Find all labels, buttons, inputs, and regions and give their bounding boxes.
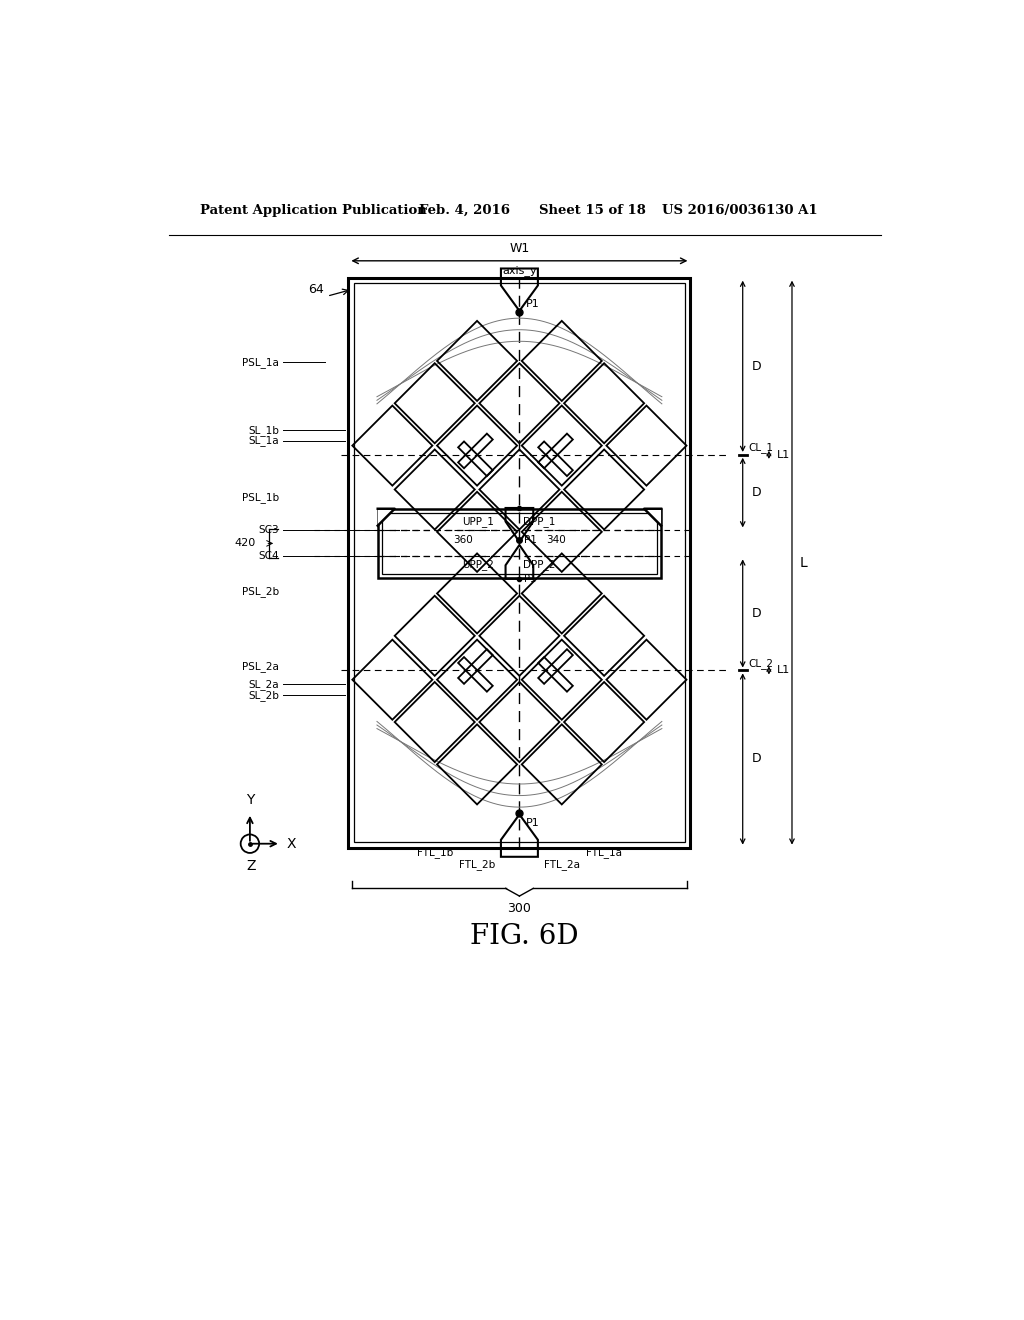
Text: PSL_2b: PSL_2b bbox=[242, 586, 280, 598]
Text: D: D bbox=[752, 752, 762, 766]
Text: Feb. 4, 2016: Feb. 4, 2016 bbox=[419, 205, 510, 218]
Text: PSL_1a: PSL_1a bbox=[243, 356, 280, 368]
Text: US 2016/0036130 A1: US 2016/0036130 A1 bbox=[662, 205, 817, 218]
Text: CL_1: CL_1 bbox=[749, 442, 774, 453]
Text: FTL_1a: FTL_1a bbox=[586, 847, 623, 858]
Text: DPP_2: DPP_2 bbox=[523, 560, 556, 570]
Text: SC3: SC3 bbox=[258, 525, 280, 536]
Text: D: D bbox=[752, 360, 762, 372]
Polygon shape bbox=[644, 508, 662, 525]
Text: P1: P1 bbox=[524, 574, 537, 583]
Text: Sheet 15 of 18: Sheet 15 of 18 bbox=[539, 205, 645, 218]
Text: FTL_1b: FTL_1b bbox=[417, 847, 453, 858]
Text: FTL_2a: FTL_2a bbox=[544, 859, 580, 870]
Text: W1: W1 bbox=[509, 242, 529, 255]
Text: PSL_1b: PSL_1b bbox=[242, 492, 280, 503]
Text: Z: Z bbox=[247, 859, 256, 873]
Text: PSL_2a: PSL_2a bbox=[243, 661, 280, 672]
Text: L1: L1 bbox=[776, 450, 790, 459]
Text: P1: P1 bbox=[525, 300, 540, 309]
Text: FIG. 6D: FIG. 6D bbox=[470, 923, 580, 949]
Text: UPP_2: UPP_2 bbox=[462, 560, 494, 570]
Text: Y: Y bbox=[246, 793, 254, 807]
Text: CL_2: CL_2 bbox=[749, 657, 774, 669]
Text: SL_1b: SL_1b bbox=[248, 425, 280, 436]
Text: D: D bbox=[752, 607, 762, 620]
Text: L1: L1 bbox=[776, 665, 790, 676]
Bar bbox=[354, 284, 685, 842]
Text: P1: P1 bbox=[525, 817, 540, 828]
Text: D: D bbox=[752, 486, 762, 499]
Text: 340: 340 bbox=[547, 535, 566, 545]
Text: 64: 64 bbox=[307, 284, 324, 296]
Text: axis_y: axis_y bbox=[502, 264, 537, 276]
Text: SL_2b: SL_2b bbox=[248, 689, 280, 701]
Text: P1: P1 bbox=[524, 535, 537, 545]
Bar bbox=[348, 277, 690, 847]
Polygon shape bbox=[378, 508, 394, 525]
Text: L: L bbox=[800, 556, 808, 570]
Bar bbox=[378, 508, 662, 578]
Text: SL_1a: SL_1a bbox=[249, 436, 280, 446]
Text: 360: 360 bbox=[454, 535, 473, 545]
Text: SL_2a: SL_2a bbox=[249, 678, 280, 690]
Text: 300: 300 bbox=[508, 903, 531, 915]
Text: DPP_1: DPP_1 bbox=[523, 516, 556, 527]
Text: X: X bbox=[287, 837, 296, 850]
Bar bbox=[382, 512, 657, 574]
Text: Patent Application Publication: Patent Application Publication bbox=[200, 205, 427, 218]
Text: UPP_1: UPP_1 bbox=[462, 516, 494, 527]
Text: SC4: SC4 bbox=[258, 552, 280, 561]
Text: 420: 420 bbox=[234, 539, 256, 548]
Text: FTL_2b: FTL_2b bbox=[459, 859, 496, 870]
